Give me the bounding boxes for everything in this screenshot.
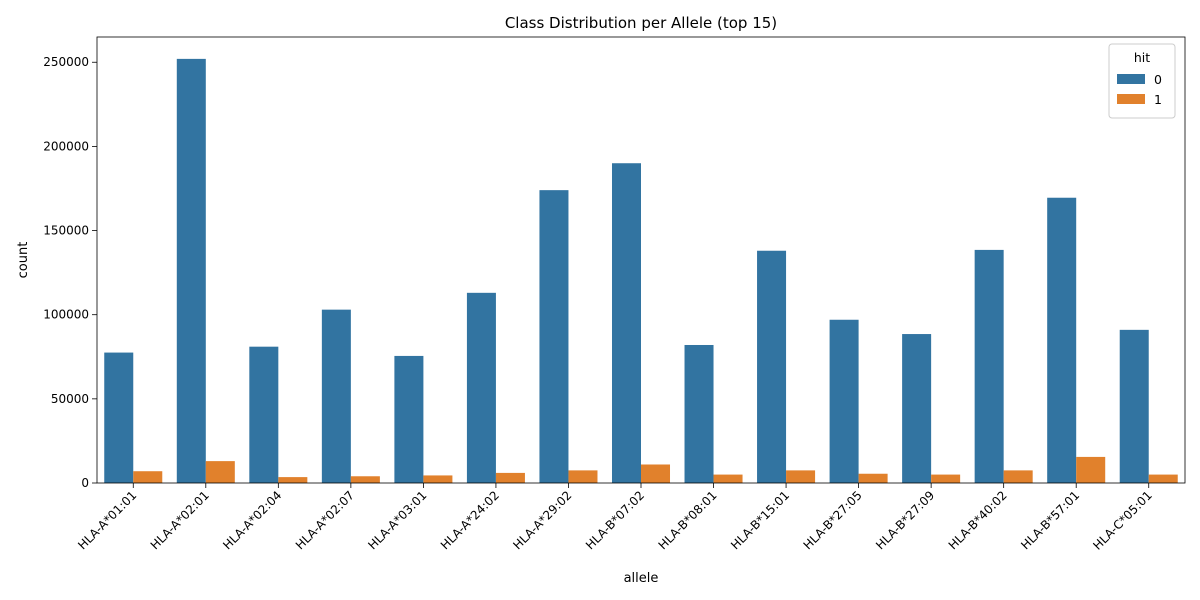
y-axis-label: count [16,242,31,279]
bar-HLA-A*01:01-hit-1 [133,471,163,483]
bar-HLA-A*02:07-hit-0 [321,309,351,483]
legend-label-0: 0 [1154,72,1162,87]
bar-HLA-B*27:05-hit-0 [829,319,859,483]
bar-HLA-B*27:05-hit-1 [858,473,888,483]
bar-HLA-A*29:02-hit-0 [539,190,569,483]
bar-HLA-B*57:01-hit-0 [1047,197,1077,484]
legend-title: hit [1134,50,1150,65]
y-tick-label: 150000 [43,224,89,238]
bar-HLA-A*03:01-hit-1 [423,475,453,483]
bar-HLA-A*29:02-hit-1 [568,470,598,483]
bars-layer [104,58,1178,484]
bar-HLA-A*02:04-hit-1 [278,477,308,483]
y-tick-label: 50000 [51,392,89,406]
plot-frame [96,36,1186,484]
bar-HLA-A*02:01-hit-0 [176,58,206,483]
bar-HLA-B*07:02-hit-1 [641,464,671,483]
legend-label-1: 1 [1154,92,1162,107]
legend: hit 0 1 [1108,43,1176,119]
legend-swatch-0 [1117,74,1145,84]
bar-HLA-A*02:04-hit-0 [249,346,279,483]
bar-HLA-A*03:01-hit-0 [394,355,424,483]
bar-HLA-B*57:01-hit-1 [1076,456,1106,483]
bar-HLA-B*27:09-hit-1 [931,474,961,483]
bar-HLA-A*02:01-hit-1 [205,461,235,483]
bar-HLA-A*01:01-hit-0 [104,352,134,483]
bar-HLA-A*02:07-hit-1 [350,476,380,483]
bar-HLA-C*05:01-hit-0 [1119,329,1149,483]
bar-HLA-A*24:02-hit-1 [495,472,525,483]
bar-HLA-B*40:02-hit-1 [1003,470,1033,483]
bar-HLA-B*08:01-hit-0 [684,344,714,483]
bar-HLA-B*27:09-hit-0 [902,334,932,483]
chart-title: Class Distribution per Allele (top 15) [505,14,777,32]
y-tick-label: 200000 [43,139,89,153]
bar-HLA-A*24:02-hit-0 [466,292,496,483]
bar-HLA-B*15:01-hit-1 [786,470,816,483]
y-tick-label: 0 [81,476,89,490]
x-axis-label: allele [624,571,659,586]
bar-HLA-B*40:02-hit-0 [974,249,1004,483]
bar-HLA-C*05:01-hit-1 [1148,474,1178,483]
legend-swatch-1 [1117,94,1145,104]
bar-HLA-B*07:02-hit-0 [611,163,641,484]
bar-HLA-B*15:01-hit-0 [757,250,787,483]
y-tick-label: 250000 [43,55,89,69]
y-axis: 0 50000 100000 150000 200000 250000 [43,55,97,490]
bar-HLA-B*08:01-hit-1 [713,474,743,483]
y-tick-label: 100000 [43,308,89,322]
